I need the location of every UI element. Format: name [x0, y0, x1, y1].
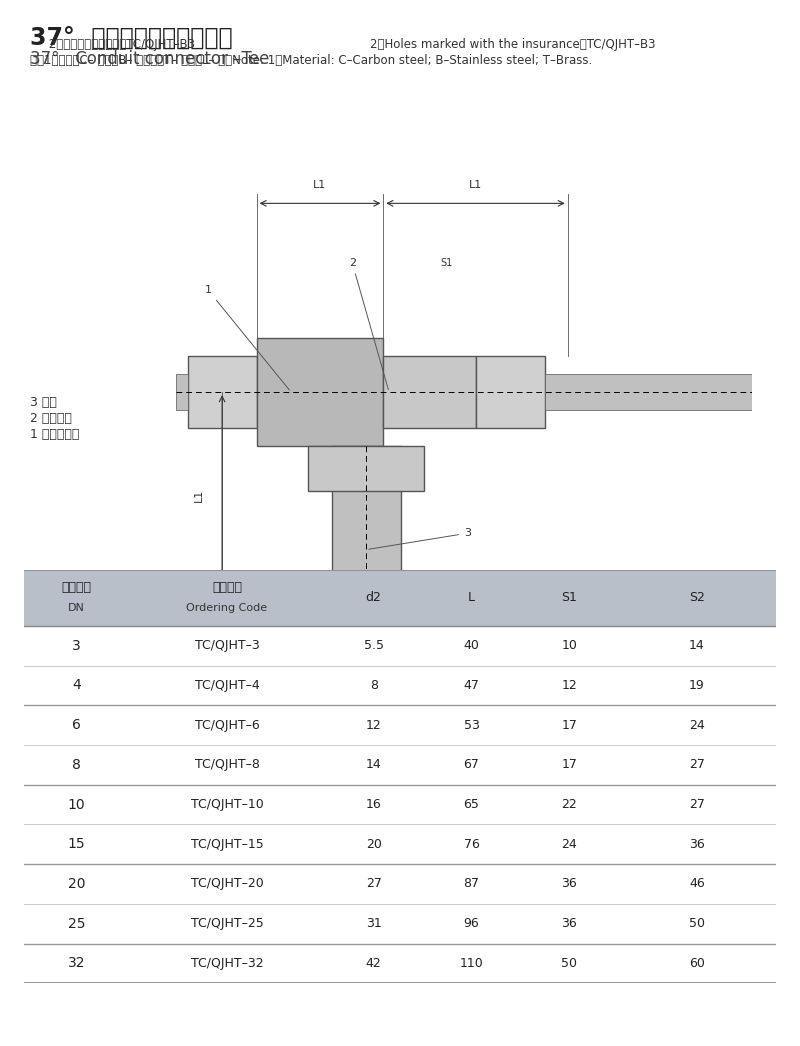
Text: 27: 27: [689, 758, 705, 771]
Bar: [383, 357, 475, 428]
Bar: [257, 338, 383, 447]
Text: L1: L1: [194, 488, 204, 502]
Text: 10: 10: [68, 797, 86, 812]
Text: 17: 17: [562, 758, 577, 771]
Text: 20: 20: [366, 838, 382, 850]
Text: 10: 10: [562, 639, 577, 653]
Text: 46: 46: [689, 878, 705, 890]
Text: 27: 27: [689, 798, 705, 811]
Text: 76: 76: [463, 838, 479, 850]
Text: S1: S1: [441, 258, 453, 269]
Bar: [187, 357, 257, 428]
Text: 22: 22: [562, 798, 577, 811]
Text: 20: 20: [68, 877, 86, 891]
Text: 2、Holes marked with the insurance：TC/QJHT–B3: 2、Holes marked with the insurance：TC/QJH…: [370, 39, 655, 51]
Text: 17: 17: [562, 719, 577, 731]
Text: L1: L1: [314, 180, 326, 190]
Text: 3: 3: [369, 528, 471, 549]
Text: 2 外套螺母: 2 外套螺母: [30, 412, 72, 425]
Text: TC/QJHT–4: TC/QJHT–4: [194, 679, 259, 691]
Text: 96: 96: [463, 917, 479, 930]
Text: 67: 67: [463, 758, 479, 771]
Text: 60: 60: [689, 957, 705, 970]
Text: L: L: [468, 591, 475, 605]
Text: TC/QJHT–3: TC/QJHT–3: [194, 639, 259, 653]
Bar: [309, 447, 424, 492]
Text: 87: 87: [463, 878, 479, 890]
Text: 32: 32: [68, 956, 86, 971]
Text: 47: 47: [463, 679, 479, 691]
Text: 19: 19: [689, 679, 705, 691]
Text: 27: 27: [366, 878, 382, 890]
Bar: [475, 357, 545, 428]
Text: 25: 25: [68, 916, 86, 931]
Text: 36: 36: [562, 917, 577, 930]
Text: TC/QJHT–15: TC/QJHT–15: [190, 838, 263, 850]
Text: 12: 12: [366, 719, 382, 731]
Bar: [545, 374, 752, 410]
Text: 1: 1: [205, 286, 290, 390]
Text: 40: 40: [463, 639, 479, 653]
Text: 15: 15: [68, 837, 86, 851]
Text: 24: 24: [562, 838, 577, 850]
Text: 50: 50: [689, 917, 705, 930]
Text: 6: 6: [72, 719, 81, 732]
Text: 65: 65: [463, 798, 479, 811]
Text: 12: 12: [562, 679, 577, 691]
Text: L1: L1: [469, 180, 482, 190]
Text: 2、有保险孔的标记为：TC/QJHT–B3: 2、有保险孔的标记为：TC/QJHT–B3: [30, 39, 195, 51]
Bar: [176, 374, 187, 410]
Text: 8: 8: [370, 679, 378, 691]
Text: TC/QJHT–32: TC/QJHT–32: [190, 957, 263, 970]
Text: TC/QJHT–6: TC/QJHT–6: [194, 719, 259, 731]
Text: 1 三通接头体: 1 三通接头体: [30, 428, 79, 441]
Text: Ordering Code: Ordering Code: [186, 604, 268, 613]
Text: d2: d2: [366, 591, 382, 605]
Text: 3: 3: [72, 639, 81, 653]
Text: 3 球头: 3 球头: [30, 396, 57, 409]
Bar: [331, 447, 401, 608]
Text: TC/QJHT–10: TC/QJHT–10: [190, 798, 263, 811]
Text: 36: 36: [562, 878, 577, 890]
Text: 产品代号: 产品代号: [212, 582, 242, 594]
Text: 14: 14: [689, 639, 705, 653]
Text: 8: 8: [72, 758, 81, 772]
Text: S1: S1: [562, 591, 577, 605]
Text: 110: 110: [459, 957, 483, 970]
Text: 5.5: 5.5: [364, 639, 384, 653]
Text: 4: 4: [72, 679, 81, 692]
Text: 公称通径: 公称通径: [62, 582, 92, 594]
Text: 42: 42: [366, 957, 382, 970]
Text: 36: 36: [689, 838, 705, 850]
Text: 24: 24: [689, 719, 705, 731]
Text: 14: 14: [366, 758, 382, 771]
Text: 2: 2: [349, 258, 388, 389]
Bar: [24, 570, 776, 626]
Text: 31: 31: [366, 917, 382, 930]
Text: 37°  导管连接件－三通接头: 37° 导管连接件－三通接头: [30, 26, 233, 50]
Text: 16: 16: [366, 798, 382, 811]
Text: DN: DN: [68, 604, 85, 613]
Text: TC/QJHT–25: TC/QJHT–25: [190, 917, 263, 930]
Text: 37°   Conduit connector –Tee: 37° Conduit connector –Tee: [30, 50, 270, 68]
Text: TC/QJHT–8: TC/QJHT–8: [194, 758, 259, 771]
Text: 53: 53: [463, 719, 479, 731]
Text: 注：1、材料：C– 碳钢；B– 不锈钢；T– 黄铜；L– 铝。Note: 1、Material: C–Carbon steel; B–Stainless ste: 注：1、材料：C– 碳钢；B– 不锈钢；T– 黄铜；L– 铝。Note: 1、M…: [30, 54, 592, 67]
Text: TC/QJHT–20: TC/QJHT–20: [190, 878, 263, 890]
Text: 50: 50: [562, 957, 578, 970]
Text: S2: S2: [689, 591, 705, 605]
